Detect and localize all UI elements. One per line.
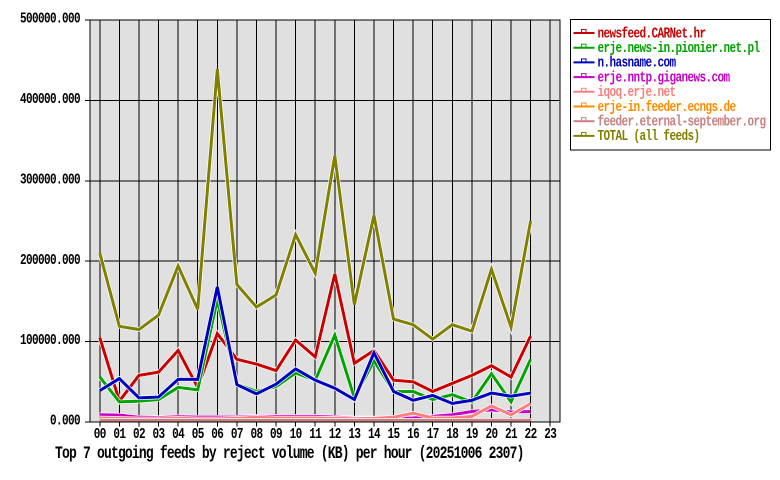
svg-text:06: 06 <box>211 426 224 443</box>
svg-text:500000.000: 500000.000 <box>20 10 80 27</box>
svg-text:15: 15 <box>388 426 401 443</box>
svg-text:feeder.eternal-september.org: feeder.eternal-september.org <box>598 113 766 130</box>
svg-text:04: 04 <box>172 426 185 443</box>
svg-text:03: 03 <box>153 426 166 443</box>
svg-text:05: 05 <box>192 426 205 443</box>
svg-text:18: 18 <box>446 426 459 443</box>
svg-text:100000.000: 100000.000 <box>20 332 80 349</box>
svg-text:14: 14 <box>368 426 381 443</box>
svg-text:01: 01 <box>113 426 126 443</box>
svg-text:n.hasname.com: n.hasname.com <box>598 54 677 71</box>
svg-text:21: 21 <box>505 426 518 443</box>
svg-text:erje.news-in.pionier.net.pl: erje.news-in.pionier.net.pl <box>598 40 761 57</box>
svg-text:16: 16 <box>407 426 420 443</box>
svg-text:11: 11 <box>309 426 322 443</box>
svg-text:13: 13 <box>348 426 361 443</box>
svg-text:00: 00 <box>94 426 106 443</box>
svg-text:12: 12 <box>329 426 341 443</box>
svg-text:300000.000: 300000.000 <box>20 171 80 188</box>
svg-text:19: 19 <box>466 426 478 443</box>
svg-text:400000.000: 400000.000 <box>20 91 80 108</box>
svg-text:09: 09 <box>270 426 282 443</box>
svg-text:TOTAL (all feeds): TOTAL (all feeds) <box>598 128 700 145</box>
svg-text:erje.nntp.giganews.com: erje.nntp.giganews.com <box>598 69 731 86</box>
svg-text:newsfeed.CARNet.hr: newsfeed.CARNet.hr <box>598 25 706 42</box>
svg-text:erje-in.feeder.ecngs.de: erje-in.feeder.ecngs.de <box>598 98 737 115</box>
svg-text:10: 10 <box>290 426 302 443</box>
svg-text:iqoq.erje.net: iqoq.erje.net <box>598 84 676 101</box>
svg-text:07: 07 <box>231 426 243 443</box>
svg-text:Top 7 outgoing feeds by reject: Top 7 outgoing feeds by reject volume (K… <box>55 443 524 463</box>
svg-text:23: 23 <box>544 426 557 443</box>
svg-text:0.000: 0.000 <box>50 412 80 429</box>
svg-text:17: 17 <box>427 426 439 443</box>
svg-text:20: 20 <box>485 426 497 443</box>
svg-text:02: 02 <box>133 426 145 443</box>
svg-text:08: 08 <box>250 426 263 443</box>
svg-text:200000.000: 200000.000 <box>20 251 80 268</box>
svg-text:22: 22 <box>525 426 537 443</box>
